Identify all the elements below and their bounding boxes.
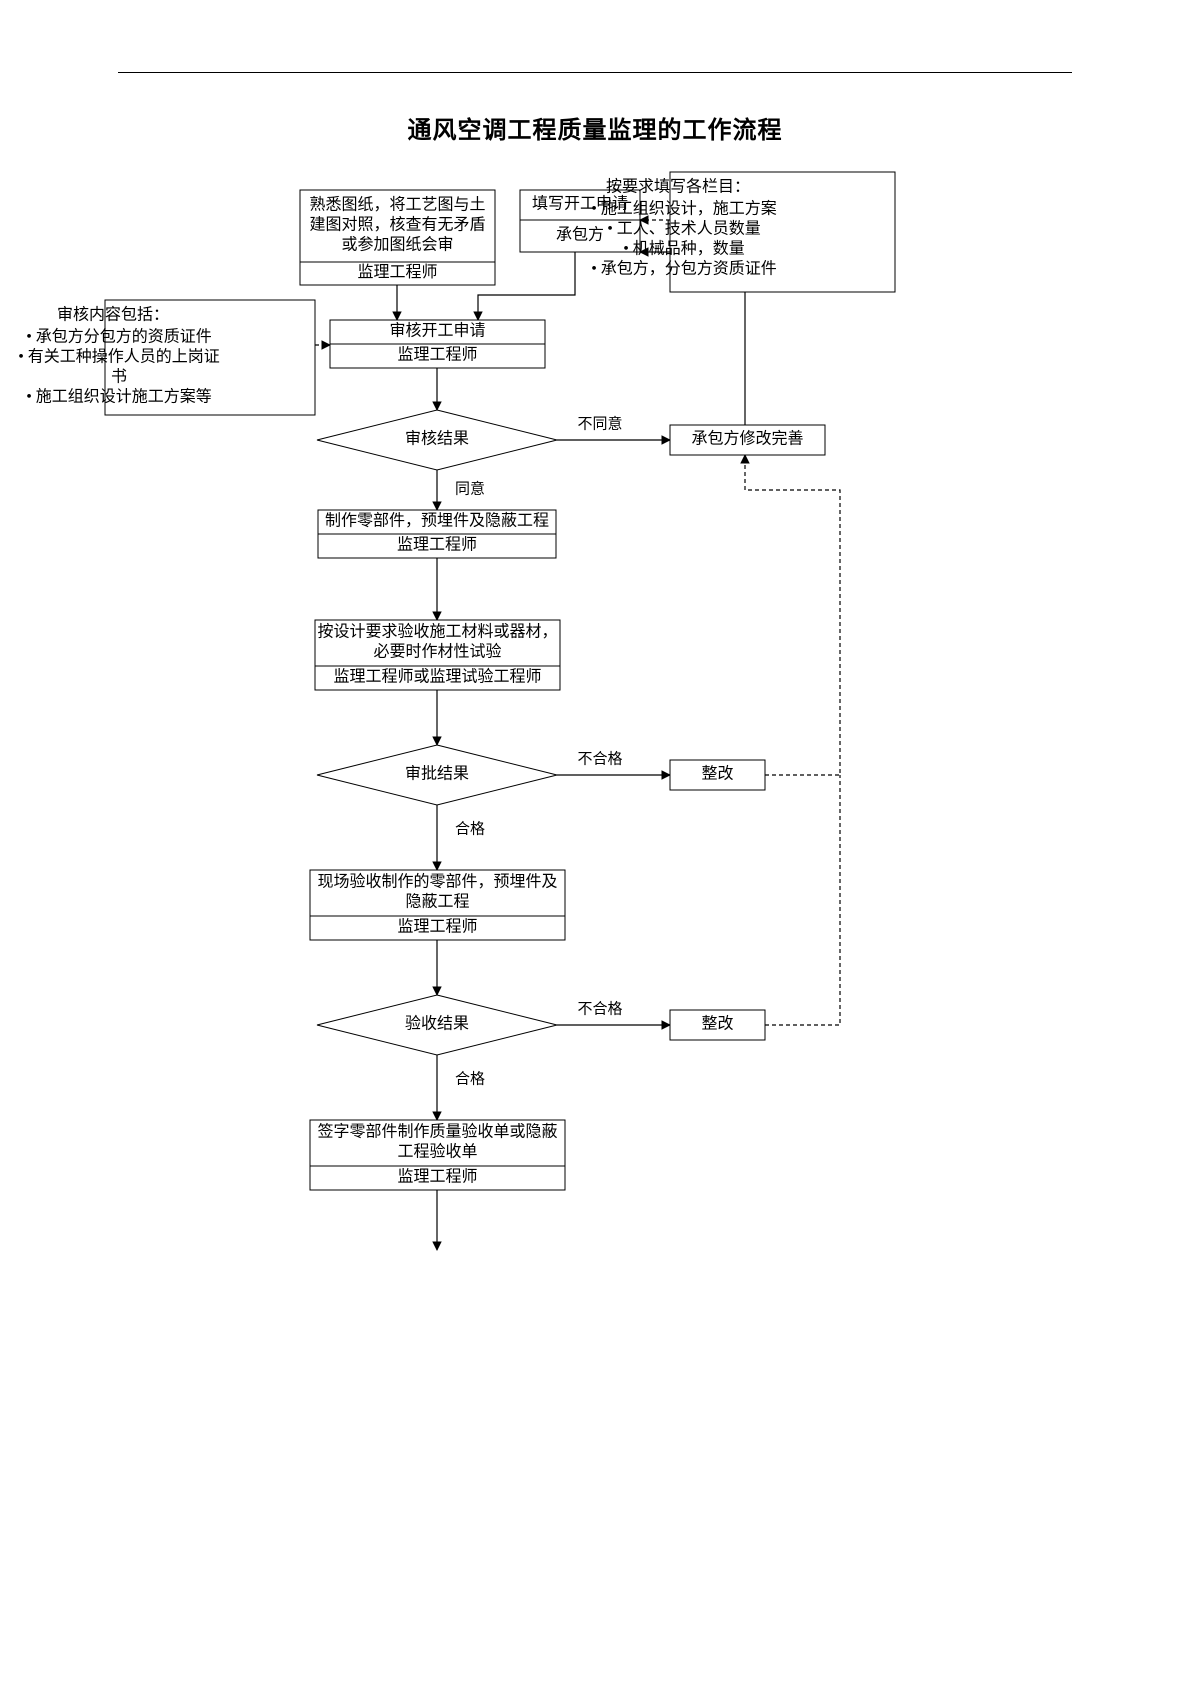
svg-text:监理工程师: 监理工程师 [357, 263, 437, 281]
node-note_right: 按要求填写各栏目： • 施工组织设计，施工方案 • 工人、技术人员数量 • 机械品种，… [591, 172, 895, 292]
svg-text:承包方修改完善: 承包方修改完善 [691, 430, 803, 448]
svg-text:• 承包方分包方的资质证件: • 承包方分包方的资质证件 [26, 328, 212, 346]
svg-text:不合格: 不合格 [577, 1000, 622, 1017]
svg-text:签字零部件制作质量验收单或隐蔽: 签字零部件制作质量验收单或隐蔽 [317, 1123, 557, 1141]
svg-text:审核开工申请: 审核开工申请 [389, 322, 485, 340]
svg-text:承包方: 承包方 [556, 226, 604, 244]
svg-text:书: 书 [111, 368, 127, 386]
node-n6: 现场验收制作的零部件，预埋件及隐蔽工程监理工程师 [310, 870, 565, 940]
svg-text:• 施工组织设计施工方案等: • 施工组织设计施工方案等 [26, 388, 212, 406]
svg-text:• 有关工种操作人员的上岗证: • 有关工种操作人员的上岗证 [18, 348, 220, 366]
page: 通风空调工程质量监理的工作流程 不同意同意不合格合格不合格合格 熟悉图纸，将工艺… [0, 0, 1190, 1683]
svg-text:审核内容包括：: 审核内容包括： [57, 306, 169, 324]
node-n7: 签字零部件制作质量验收单或隐蔽工程验收单监理工程师 [310, 1120, 565, 1190]
node-n1: 熟悉图纸，将工艺图与土建图对照，核查有无矛盾或参加图纸会审监理工程师 [300, 190, 495, 285]
svg-text:熟悉图纸，将工艺图与土: 熟悉图纸，将工艺图与土 [309, 196, 485, 214]
flowchart-canvas: 不同意同意不合格合格不合格合格 熟悉图纸，将工艺图与土建图对照，核查有无矛盾或参… [0, 0, 1190, 1683]
svg-text:审批结果: 审批结果 [405, 765, 469, 783]
svg-text:• 机械品种，数量: • 机械品种，数量 [623, 240, 745, 258]
svg-text:• 施工组织设计，施工方案: • 施工组织设计，施工方案 [591, 200, 777, 218]
node-d2: 审批结果 [317, 745, 557, 805]
svg-text:整改: 整改 [701, 765, 733, 783]
svg-text:监理工程师或监理试验工程师: 监理工程师或监理试验工程师 [333, 668, 541, 686]
svg-text:监理工程师: 监理工程师 [397, 536, 477, 554]
svg-text:整改: 整改 [701, 1015, 733, 1033]
svg-text:现场验收制作的零部件，预埋件及: 现场验收制作的零部件，预埋件及 [317, 873, 557, 891]
node-n5: 按设计要求验收施工材料或器材， 必要时作材性试验监理工程师或监理试验工程师 [315, 620, 560, 690]
node-n_rect1: 整改 [670, 760, 765, 790]
node-n3: 审核开工申请监理工程师 [330, 320, 545, 368]
svg-text:隐蔽工程: 隐蔽工程 [405, 893, 469, 911]
svg-text:制作零部件，预埋件及隐蔽工程: 制作零部件，预埋件及隐蔽工程 [325, 512, 549, 530]
svg-text:• 工人、技术人员数量: • 工人、技术人员数量 [607, 220, 761, 238]
svg-text:按设计要求验收施工材料或器材，: 按设计要求验收施工材料或器材， [317, 623, 557, 641]
svg-text:• 承包方，分包方资质证件: • 承包方，分包方资质证件 [591, 260, 777, 278]
node-note_left: 审核内容包括： • 承包方分包方的资质证件 • 有关工种操作人员的上岗证 书 • 施工… [18, 300, 315, 415]
svg-text:不同意: 不同意 [577, 414, 622, 432]
edge-e_r2_back [765, 775, 840, 1025]
svg-text:监理工程师: 监理工程师 [397, 918, 477, 936]
svg-text:审核结果: 审核结果 [405, 430, 469, 448]
svg-text:监理工程师: 监理工程师 [397, 1168, 477, 1186]
svg-text:或参加图纸会审: 或参加图纸会审 [341, 236, 453, 254]
node-d3: 验收结果 [317, 995, 557, 1055]
node-d1: 审核结果 [317, 410, 557, 470]
svg-text:工程验收单: 工程验收单 [397, 1143, 477, 1161]
svg-text:不合格: 不合格 [577, 750, 622, 767]
svg-text:合格: 合格 [455, 820, 485, 837]
svg-text:按要求填写各栏目：: 按要求填写各栏目： [606, 178, 750, 196]
svg-text:同意: 同意 [455, 479, 485, 497]
svg-text:验收结果: 验收结果 [405, 1015, 469, 1033]
svg-text:合格: 合格 [455, 1070, 485, 1087]
svg-text:必要时作材性试验: 必要时作材性试验 [373, 643, 501, 661]
edge-e_r1_back [745, 455, 840, 775]
svg-text:监理工程师: 监理工程师 [397, 346, 477, 364]
node-n4: 制作零部件，预埋件及隐蔽工程监理工程师 [318, 510, 556, 558]
svg-text:建图对照，核查有无矛盾: 建图对照，核查有无矛盾 [309, 216, 485, 234]
node-n_rect2: 整改 [670, 1010, 765, 1040]
node-n_fix: 承包方修改完善 [670, 425, 825, 455]
